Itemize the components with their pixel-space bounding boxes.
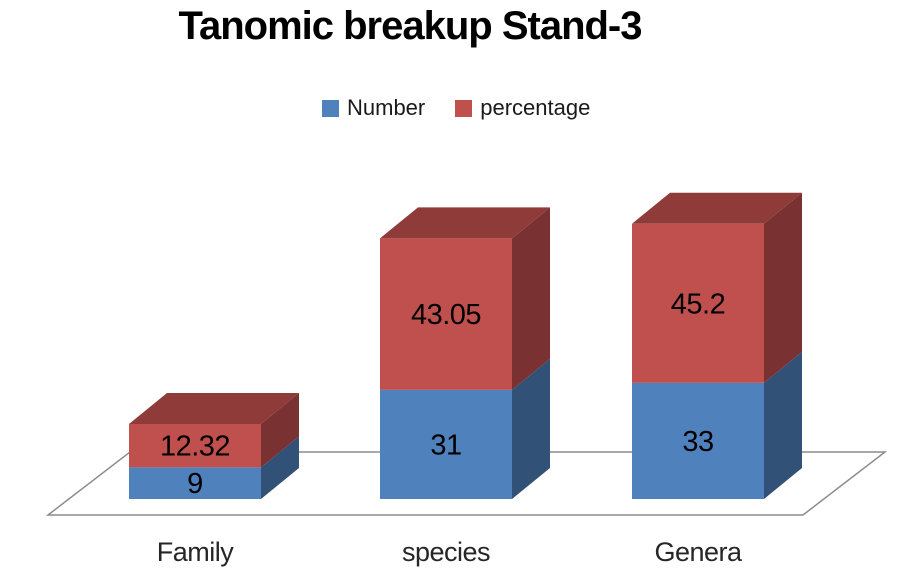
legend-item-percentage: percentage: [455, 95, 590, 121]
data-label-number: 33: [682, 426, 713, 458]
category-label: species: [402, 537, 490, 567]
category-label: Genera: [654, 537, 743, 567]
bar-side-face-percentage: [261, 392, 299, 468]
legend-label-number: Number: [347, 95, 426, 120]
legend-item-number: Number: [322, 95, 425, 121]
legend-label-percentage: percentage: [480, 95, 591, 120]
bar-side-face-number: [261, 436, 299, 499]
bar-top-face-percentage: [129, 392, 299, 424]
data-label-percentage: 43.05: [411, 299, 481, 331]
bar-side-face-number: [512, 358, 550, 499]
bar-front-face-number: [380, 389, 512, 499]
data-label-number: 9: [187, 468, 203, 500]
legend-swatch-percentage-icon: [455, 99, 473, 117]
bar-side-face-percentage: [512, 207, 550, 390]
bar-front-face-number: [129, 467, 261, 499]
chart-floor-outline: [45, 451, 888, 516]
chart-title: Tanomic breakup Stand-3: [178, 4, 642, 48]
data-label-number: 31: [430, 429, 461, 461]
bar-top-face-percentage: [632, 192, 802, 224]
bar-side-face-percentage: [764, 192, 802, 383]
bar-front-face-percentage: [632, 223, 764, 383]
bar-front-face-number: [632, 382, 764, 499]
chart-legend: Number percentage: [322, 95, 590, 121]
bar-front-face-percentage: [380, 238, 512, 390]
legend-swatch-number-icon: [322, 99, 339, 117]
bar-side-face-number: [764, 351, 802, 499]
bar-top-face-percentage: [380, 207, 550, 239]
data-label-percentage: 45.2: [671, 288, 725, 320]
bar-front-face-percentage: [129, 423, 261, 468]
data-label-percentage: 12.32: [160, 431, 230, 463]
category-label: Family: [157, 537, 234, 567]
